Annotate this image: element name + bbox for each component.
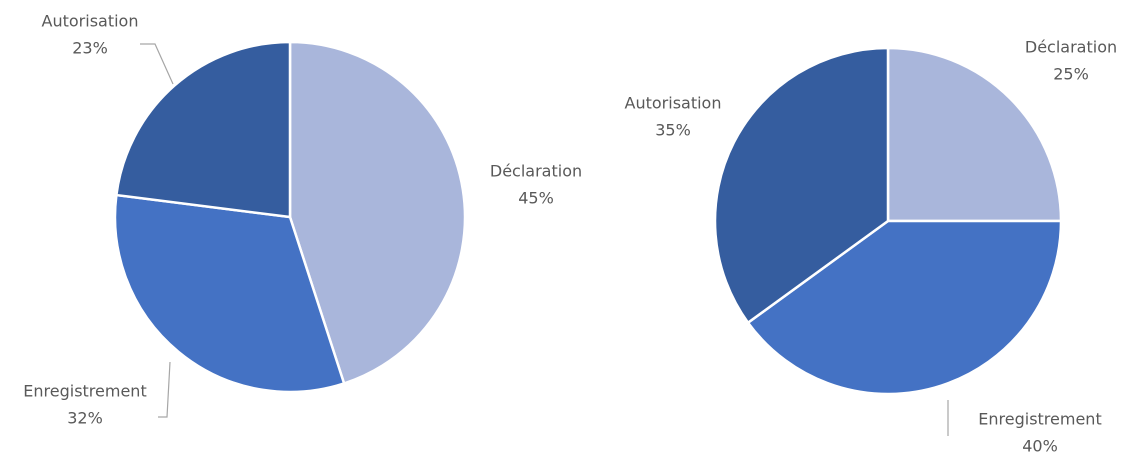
slice-value-label: 40% <box>1022 437 1058 454</box>
pie-slice <box>746 219 1063 396</box>
leader-line <box>140 43 174 85</box>
slice-value-label: 45% <box>518 189 554 208</box>
pie-slice <box>288 40 467 386</box>
slice-value-label: 35% <box>655 121 691 140</box>
pie-slice <box>713 46 890 325</box>
slice-category: Déclaration <box>490 162 582 181</box>
slice-category: Autorisation <box>625 94 722 113</box>
leader-line <box>158 361 171 418</box>
slice-category: Enregistrement <box>23 382 146 401</box>
pie-slice <box>114 40 292 219</box>
pie-slice <box>886 46 1063 223</box>
slice-value-label: 25% <box>1053 65 1089 84</box>
slice-category: Déclaration <box>1025 38 1117 57</box>
slice-category: Enregistrement <box>978 410 1101 429</box>
slice-value-label: 23% <box>72 39 108 58</box>
pie-slice <box>113 193 346 394</box>
slice-value-label: 32% <box>67 409 103 428</box>
slice-category: Autorisation <box>42 12 139 31</box>
